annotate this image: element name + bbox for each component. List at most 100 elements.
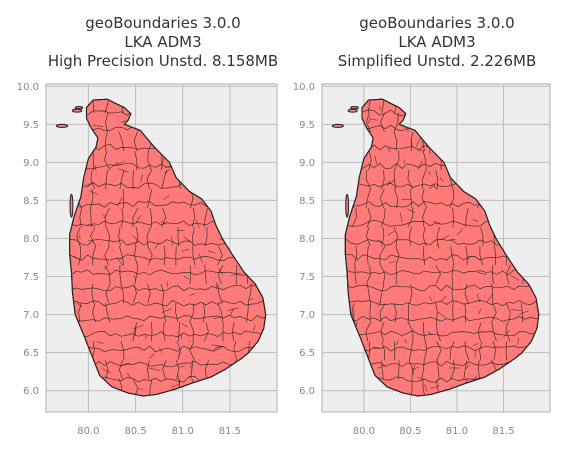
panel-2-title-line-3: Simplified Unstd. 2.226MB xyxy=(337,52,537,70)
boundary-line xyxy=(399,212,403,223)
boundary-line xyxy=(428,170,431,175)
boundary-line xyxy=(148,353,155,359)
boundary-line xyxy=(203,303,205,323)
boundary-line xyxy=(463,360,468,380)
boundary-line xyxy=(176,360,180,380)
y-tick-label: 8.5 xyxy=(23,196,39,207)
boundary-line xyxy=(368,341,371,361)
boundary-line xyxy=(198,253,203,263)
boundary-line xyxy=(145,334,148,339)
boundary-line xyxy=(428,185,436,189)
boundary-line xyxy=(84,182,94,186)
y-tick-label: 9.5 xyxy=(299,120,315,131)
boundary-line xyxy=(503,330,510,337)
boundary-line xyxy=(104,99,110,114)
boundary-line xyxy=(465,364,470,370)
boundary-line xyxy=(439,177,444,182)
boundary-line xyxy=(252,324,256,332)
boundary-line xyxy=(388,261,397,264)
boundary-line xyxy=(90,207,92,228)
boundary-line xyxy=(345,300,539,307)
boundary-line xyxy=(435,169,439,190)
boundary-line xyxy=(180,334,182,339)
y-tick-label: 6.0 xyxy=(299,386,315,397)
boundary-line xyxy=(69,330,266,338)
y-tick-label: 6.5 xyxy=(299,348,315,359)
boundary-line xyxy=(126,373,131,378)
boundary-line xyxy=(116,257,124,266)
x-tick-label: 81.0 xyxy=(446,426,468,437)
boundary-line xyxy=(104,245,110,266)
boundary-line xyxy=(121,120,127,124)
boundary-line xyxy=(379,303,386,323)
boundary-line xyxy=(171,383,180,388)
y-tick-label: 6.5 xyxy=(23,348,39,359)
boundary-line xyxy=(422,150,427,171)
boundary-line xyxy=(151,322,153,342)
boundary-line xyxy=(386,178,396,186)
boundary-line xyxy=(472,342,479,347)
boundary-line xyxy=(479,341,483,361)
boundary-line xyxy=(367,284,372,304)
boundary-line xyxy=(217,264,224,285)
boundary-line xyxy=(345,269,539,276)
boundary-line xyxy=(374,155,377,164)
boundary-line xyxy=(379,188,385,209)
boundary-line xyxy=(154,243,160,249)
boundary-line xyxy=(96,341,104,344)
boundary-line xyxy=(135,327,137,337)
boundary-line xyxy=(146,226,152,247)
y-tick-label: 7.0 xyxy=(23,310,39,321)
boundary-line xyxy=(429,296,433,302)
boundary-line xyxy=(118,227,121,247)
boundary-line xyxy=(166,281,168,287)
island-polygon xyxy=(55,123,69,128)
boundary-line xyxy=(140,174,143,183)
boundary-line xyxy=(381,360,384,380)
boundary-line xyxy=(366,207,372,228)
boundary-line xyxy=(505,322,511,342)
boundary-line xyxy=(449,238,456,241)
boundary-line xyxy=(427,331,433,336)
island-polygon xyxy=(331,123,344,128)
x-tick-label: 80.0 xyxy=(77,426,99,437)
boundary-line xyxy=(134,227,139,247)
boundary-line xyxy=(217,245,223,266)
y-tick-label: 8.0 xyxy=(299,234,315,245)
boundary-line xyxy=(388,146,390,153)
boundary-line xyxy=(415,137,421,147)
boundary-line xyxy=(477,322,482,342)
boundary-line xyxy=(204,227,208,247)
boundary-line xyxy=(147,150,152,171)
y-tick-label: 7.0 xyxy=(299,310,315,321)
boundary-line xyxy=(351,303,356,323)
boundary-line xyxy=(119,246,124,266)
boundary-line xyxy=(135,214,141,223)
boundary-line xyxy=(366,112,371,133)
boundary-line xyxy=(227,307,239,312)
boundary-line xyxy=(230,308,234,316)
boundary-line xyxy=(104,131,108,152)
boundary-line xyxy=(369,303,371,323)
boundary-line xyxy=(76,226,81,247)
boundary-line xyxy=(147,245,153,266)
boundary-line xyxy=(377,300,382,307)
boundary-line xyxy=(345,315,539,322)
boundary-line xyxy=(177,227,180,247)
boundary-line xyxy=(365,169,372,190)
boundary-line xyxy=(109,161,119,169)
boundary-line xyxy=(120,207,124,228)
boundary-line xyxy=(132,207,139,228)
boundary-line xyxy=(409,284,413,304)
boundary-line xyxy=(195,219,200,229)
boundary-line xyxy=(132,234,140,243)
boundary-line xyxy=(393,303,397,323)
boundary-line xyxy=(160,284,165,304)
boundary-line xyxy=(521,303,524,323)
boundary-line xyxy=(217,284,223,304)
boundary-line xyxy=(217,303,224,323)
boundary-line xyxy=(105,169,108,190)
boundary-line xyxy=(465,207,469,228)
boundary-line xyxy=(394,150,400,171)
boundary-line xyxy=(203,322,209,342)
